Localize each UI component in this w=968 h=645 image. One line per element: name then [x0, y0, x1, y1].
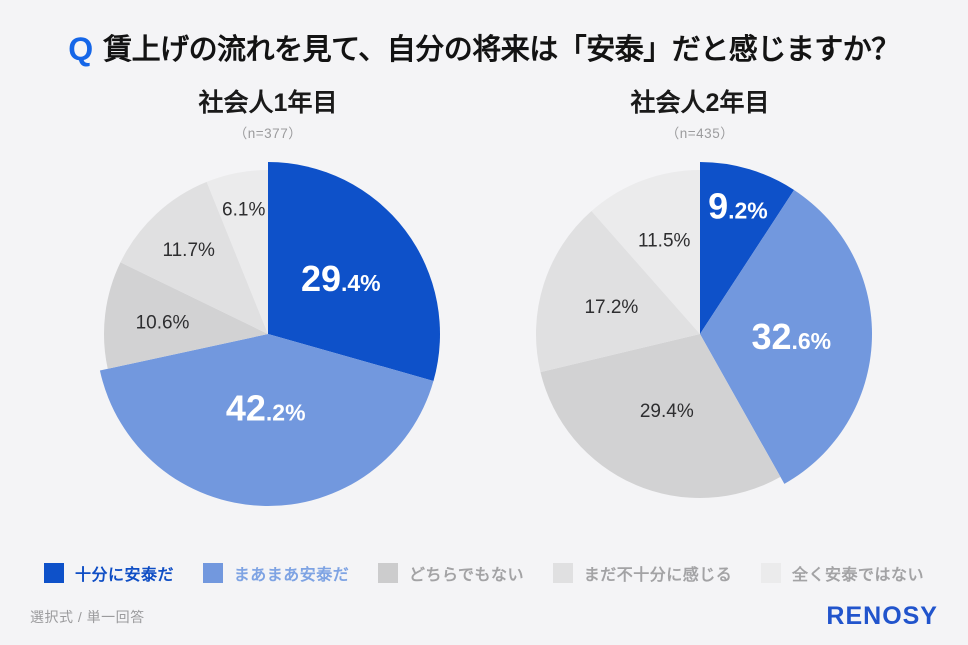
pie-slice — [104, 262, 268, 369]
page-title: Q 賃上げの流れを見て、自分の将来は「安泰」だと感じますか？ — [0, 0, 968, 68]
legend: 十分に安泰だ まあまあ安泰だ どちらでもない まだ不十分に感じる 全く安泰ではな… — [44, 561, 924, 585]
legend-item-not-at-all: 全く安泰ではない — [760, 561, 924, 585]
chart-title-year1: 社会人1年目 — [198, 89, 338, 117]
pie-slice-label: 6.1% — [222, 200, 265, 221]
pie-slice — [120, 181, 268, 334]
pie-slice-label: 9.2% — [708, 186, 768, 227]
pie-slice — [700, 190, 872, 484]
pie-slice — [540, 334, 781, 498]
pie-slice — [99, 334, 434, 507]
legend-swatch — [44, 563, 64, 583]
chart-column-year2: 社会人2年目 （n=435） 9.2% 32.6% 29.4% 17.2% 11.5% — [490, 88, 910, 519]
legend-label: 十分に安泰だ — [75, 567, 175, 584]
legend-item-somewhat: まあまあ安泰だ — [202, 561, 350, 585]
legend-label: まだ不十分に感じる — [583, 567, 733, 584]
pie-chart-year1: 29.4% 42.2% 10.6% 11.7% 6.1% — [58, 154, 478, 519]
page-title-text: 賃上げの流れを見て、自分の将来は「安泰」だと感じますか？ — [103, 34, 900, 66]
legend-item-neutral: どちらでもない — [377, 561, 524, 585]
pie-chart-year2: 9.2% 32.6% 29.4% 17.2% 11.5% — [490, 154, 910, 519]
pie-slice-label: 42.2% — [226, 388, 306, 429]
pie-slice-label: 29.4% — [301, 258, 381, 299]
question-mark-badge: Q — [68, 31, 94, 67]
legend-item-sufficient: 十分に安泰だ — [44, 561, 174, 585]
sample-size-year1: （n=377） — [233, 126, 303, 141]
chart-title-year2: 社会人2年目 — [630, 89, 770, 117]
legend-label: 全く安泰ではない — [791, 567, 924, 584]
pie-slice — [536, 211, 700, 373]
legend-swatch — [377, 563, 398, 583]
pie-slice-label: 10.6% — [136, 312, 190, 333]
chart-column-year1: 社会人1年目 （n=377） 29.4% 42.2% 10.6% 11.7% 6.1% — [58, 88, 478, 519]
pie-slice-label: 29.4% — [640, 401, 694, 422]
pie-slice — [700, 162, 795, 334]
pie-slice — [206, 170, 268, 334]
legend-swatch — [760, 563, 781, 583]
legend-label: どちらでもない — [408, 567, 524, 584]
footer: 選択式 / 単一回答 RENOSY — [0, 602, 968, 631]
legend-label: まあまあ安泰だ — [233, 567, 350, 584]
survey-method-note: 選択式 / 単一回答 — [30, 608, 145, 625]
pie-slice — [268, 162, 441, 381]
pie-slice-label: 17.2% — [584, 297, 638, 318]
pie-slice-label: 11.5% — [638, 230, 691, 251]
legend-swatch — [202, 563, 223, 583]
legend-item-insufficient: まだ不十分に感じる — [552, 561, 733, 585]
legend-swatch — [552, 563, 573, 583]
pie-slice-label: 32.6% — [751, 316, 831, 357]
pie-slice — [591, 170, 700, 334]
sample-size-year2: （n=435） — [665, 126, 735, 141]
renosy-logo: RENOSY — [826, 602, 938, 630]
pie-svg-0: 29.4% 42.2% 10.6% 11.7% 6.1% — [99, 162, 441, 507]
charts-row: 社会人1年目 （n=377） 29.4% 42.2% 10.6% 11.7% 6.1% … — [0, 88, 968, 519]
pie-svg-1: 9.2% 32.6% 29.4% 17.2% 11.5% — [536, 162, 872, 498]
pie-slice-label: 11.7% — [162, 240, 215, 261]
